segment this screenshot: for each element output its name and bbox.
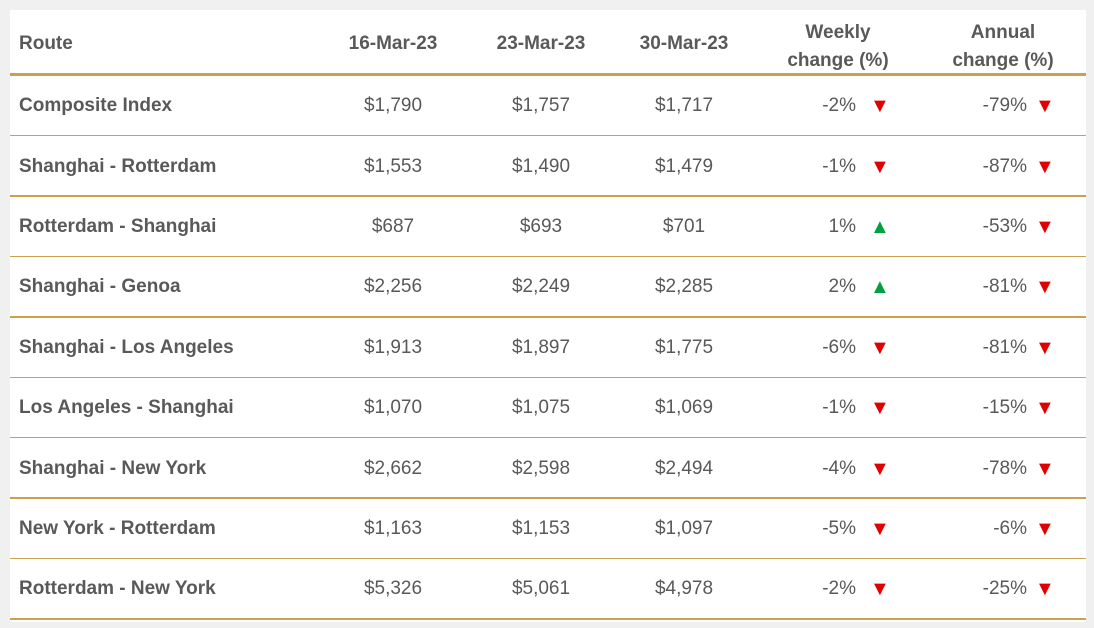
change-arrow: ▼: [870, 578, 890, 601]
change-arrow: ▼: [1035, 216, 1055, 238]
price-cell: $1,153: [511, 518, 571, 539]
change-value: -5%: [822, 518, 856, 539]
route-name: Shanghai - Los Angeles: [19, 336, 234, 358]
column-header: 23-Mar-23: [496, 33, 586, 54]
price-cell: $693: [519, 216, 563, 237]
change-value: -25%: [982, 578, 1027, 600]
column-header: 30-Mar-23: [639, 33, 729, 54]
row-rule: [10, 557, 1086, 560]
change-value: -78%: [982, 457, 1027, 479]
column-header: Annual change (%): [952, 22, 1054, 71]
change-arrow: ▼: [1035, 155, 1055, 178]
change-arrow: ▲: [870, 276, 890, 299]
price-cell: $2,662: [363, 457, 423, 479]
price-cell: $5,326: [363, 578, 423, 600]
table: Route 16-Mar-23 23-Mar-23 30-Mar-23 Weekly c…: [10, 10, 1086, 622]
price-cell: $1,775: [654, 336, 714, 358]
change-arrow: ▼: [870, 457, 890, 480]
change-value: -1%: [822, 155, 856, 177]
change-value: -2%: [822, 578, 856, 600]
change-arrow: ▼: [1035, 457, 1055, 480]
route-name: Los Angeles - Shanghai: [19, 397, 234, 419]
price-cell: $2,249: [511, 276, 571, 298]
price-cell: $1,897: [511, 336, 571, 358]
change-arrow: ▼: [1035, 336, 1055, 359]
change-arrow: ▼: [870, 518, 890, 540]
change-value: -6%: [822, 336, 856, 358]
price-cell: $1,913: [363, 336, 423, 358]
change-arrow: ▼: [1035, 276, 1055, 299]
change-value: 1%: [828, 216, 856, 237]
route-name: Rotterdam - Shanghai: [19, 216, 217, 237]
route-name: Shanghai - Rotterdam: [19, 155, 217, 177]
change-value: -53%: [982, 216, 1027, 237]
change-value: -81%: [982, 336, 1027, 358]
change-value: -1%: [822, 397, 856, 419]
price-cell: $2,285: [654, 276, 714, 298]
change-arrow: ▼: [870, 397, 890, 420]
route-name: Composite Index: [19, 95, 173, 117]
change-arrow: ▼: [1035, 397, 1055, 420]
change-value: 2%: [828, 276, 856, 298]
column-header: Route: [19, 33, 73, 54]
change-value: -2%: [822, 95, 856, 117]
price-cell: $1,717: [654, 95, 714, 117]
price-cell: $1,069: [654, 397, 714, 419]
price-cell: $1,479: [654, 155, 714, 177]
price-cell: $701: [662, 216, 706, 237]
row-rule: [10, 376, 1086, 378]
row-rule: [10, 497, 1086, 499]
route-name: New York - Rotterdam: [19, 518, 216, 539]
change-arrow: ▼: [870, 95, 890, 118]
price-cell: $5,061: [511, 578, 571, 600]
row-rule: [10, 316, 1086, 318]
change-value: -15%: [982, 397, 1027, 419]
change-arrow: ▼: [870, 155, 890, 178]
change-arrow: ▲: [870, 216, 890, 238]
change-arrow: ▼: [1035, 518, 1055, 540]
route-name: Shanghai - Genoa: [19, 276, 181, 298]
price-cell: $687: [371, 216, 415, 237]
row-rule: [10, 195, 1086, 197]
price-cell: $1,097: [654, 518, 714, 539]
change-arrow: ▼: [1035, 95, 1055, 118]
row-rule: [10, 436, 1086, 439]
change-value: -6%: [993, 518, 1027, 539]
change-value: -79%: [982, 95, 1027, 117]
row-rule: [10, 255, 1086, 258]
row-rule: [10, 618, 1086, 620]
change-arrow: ▼: [870, 336, 890, 359]
row-rule: [10, 134, 1086, 137]
price-cell: $1,757: [511, 95, 571, 117]
column-header: 16-Mar-23: [348, 33, 438, 54]
price-cell: $1,163: [363, 518, 423, 539]
route-name: Rotterdam - New York: [19, 578, 216, 600]
price-cell: $4,978: [654, 578, 714, 600]
route-name: Shanghai - New York: [19, 457, 207, 479]
column-header: Weekly change (%): [787, 22, 889, 71]
price-cell: $1,790: [363, 95, 423, 117]
change-value: -87%: [982, 155, 1027, 177]
price-cell: $1,070: [363, 397, 423, 419]
change-value: -4%: [822, 457, 856, 479]
price-cell: $2,598: [511, 457, 571, 479]
change-value: -81%: [982, 276, 1027, 298]
price-cell: $1,075: [511, 397, 571, 419]
price-cell: $1,553: [363, 155, 423, 177]
price-cell: $1,490: [511, 155, 571, 177]
change-arrow: ▼: [1035, 578, 1055, 601]
price-cell: $2,494: [654, 457, 714, 479]
price-cell: $2,256: [363, 276, 423, 298]
header-rule: [10, 73, 1086, 76]
